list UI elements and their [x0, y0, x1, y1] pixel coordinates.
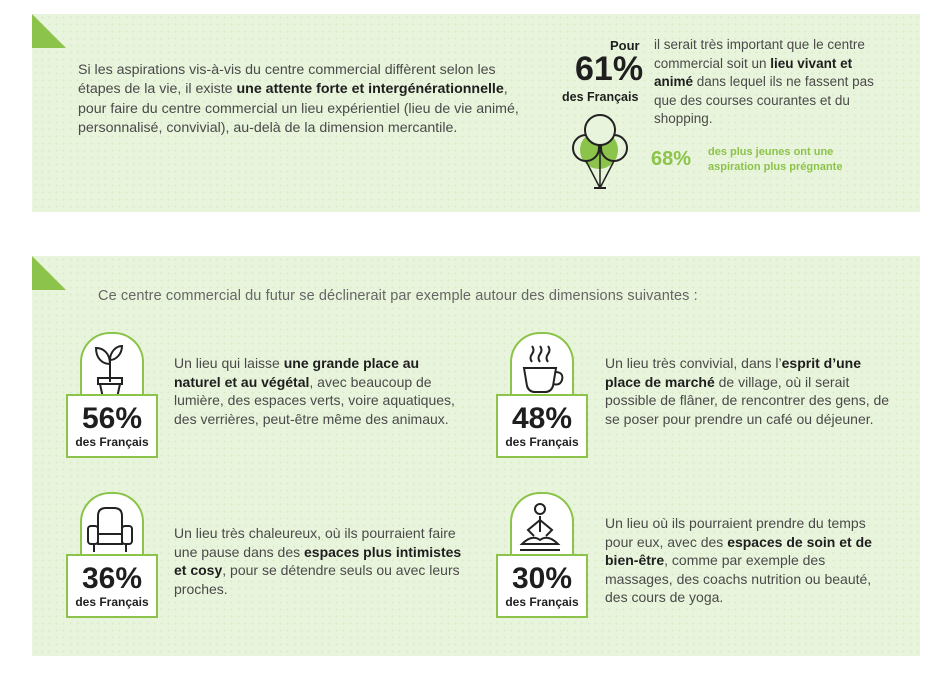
percent-label: des Français [75, 435, 149, 449]
young-text: des plus jeunes ont une aspiration plus … [708, 146, 843, 173]
dimension-text-nature: Un lieu qui laisse une grande place au n… [174, 354, 464, 428]
percent-box: 30% des Français [496, 554, 588, 618]
highlight-bold: lieu vivant et animé [654, 55, 853, 90]
percent-label: des Français [505, 595, 579, 609]
text-part: Un lieu où ils pourraient prendre du tem… [605, 515, 866, 550]
text-part: Un lieu très chaleureux, où ils pourraie… [174, 525, 456, 560]
intro-bold: une attente forte et intergénérationnell… [236, 81, 504, 98]
percent-value: 48% [511, 402, 573, 435]
intro-text-2: , pour faire du centre commercial un lie… [78, 81, 519, 137]
plant-icon [94, 344, 124, 398]
pour-label: Pour [610, 38, 640, 53]
dimensions-panel: Ce centre commercial du futur se décline… [32, 256, 920, 656]
percent-value: 36% [81, 562, 143, 595]
text-bold: espaces plus intimistes et cosy [174, 543, 462, 579]
text-part: , comme par exemple des massages, des co… [605, 552, 872, 605]
highlight-text-1: il serait très important que le centre c… [654, 37, 865, 71]
young-percent: 68% [651, 148, 692, 170]
text-part: Un lieu qui laisse [174, 355, 284, 371]
percent-value: 30% [511, 562, 573, 595]
highlight-paragraph: il serait très important que le centre c… [654, 36, 879, 129]
text-part: Un lieu très convivial, dans l’ [605, 355, 782, 371]
percent-box: 48% des Français [496, 394, 588, 458]
text-bold: espaces de soin et de bien-être [605, 533, 872, 569]
dimensions-title: Ce centre commercial du futur se décline… [98, 288, 698, 304]
percent-label: des Français [75, 595, 149, 609]
percent-box: 36% des Français [66, 554, 158, 618]
text-part: , pour se détendre seuls ou avec leurs p… [174, 562, 460, 597]
percent-box: 56% des Français [66, 394, 158, 458]
balloons-icon [572, 114, 628, 189]
corner-triangle [32, 14, 66, 48]
text-bold: une grande place au naturel et au végéta… [174, 355, 420, 390]
intro-text-1: Si les aspirations vis-à-vis du centre c… [78, 62, 496, 98]
percent-value: 56% [81, 402, 143, 435]
highlight-text-2: dans lequel ils ne fassent pas que des c… [654, 74, 874, 126]
percent-label: des Français [505, 435, 579, 449]
text-bold: esprit d’une place de marché [605, 355, 861, 390]
coffee-cup-icon [522, 345, 564, 397]
text-part: de village, où il serait possible de flâ… [605, 373, 890, 427]
armchair-icon [87, 507, 133, 552]
intro-paragraph: Si les aspirations vis-à-vis du centre c… [78, 61, 533, 139]
intro-panel: Si les aspirations vis-à-vis du centre c… [32, 14, 920, 212]
dimension-text-cosy: Un lieu très chaleureux, où ils pourraie… [174, 524, 464, 598]
meditation-icon [519, 503, 561, 551]
highlight-percent: 61% [575, 50, 644, 88]
corner-triangle [32, 256, 66, 290]
dimension-text-market: Un lieu très convivial, dans l’esprit d’… [605, 354, 895, 428]
text-part: , avec beaucoup de lumière, des espaces … [174, 373, 455, 427]
highlight-who: des Français [562, 90, 639, 104]
dimension-text-wellness: Un lieu où ils pourraient prendre du tem… [605, 514, 895, 607]
